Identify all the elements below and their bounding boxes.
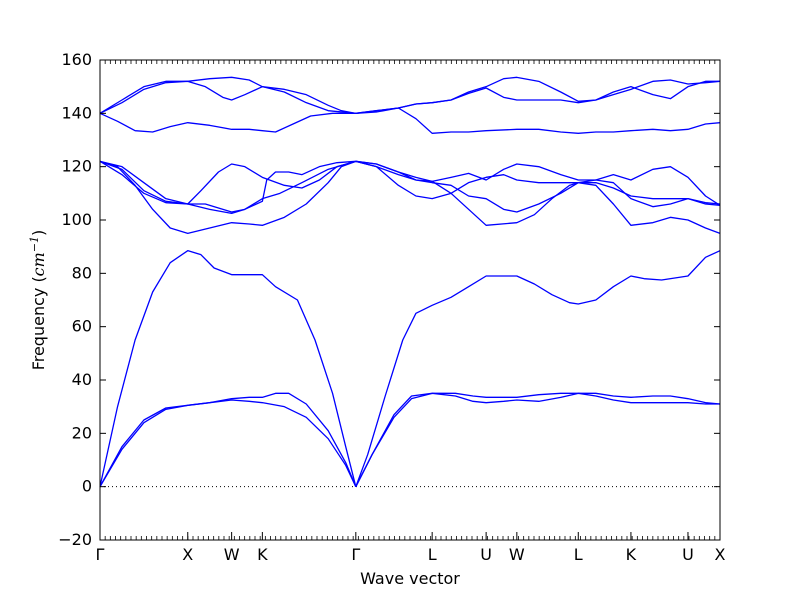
branch-line-16: [355, 107, 721, 134]
branch-line-3: [99, 250, 357, 487]
branch-line-4: [355, 250, 721, 487]
x-tick-label: W: [509, 545, 525, 564]
branch-line-8: [99, 160, 356, 214]
x-tick-label: U: [480, 545, 492, 564]
branch-line-9: [99, 160, 356, 205]
x-tick-label: K: [257, 545, 268, 564]
branch-line-2: [99, 392, 357, 487]
y-tick-label: 120: [61, 157, 92, 176]
plot-frame: [99, 59, 721, 541]
branch-line-10: [99, 160, 356, 213]
branch-line-13: [355, 160, 721, 206]
y-tick-label: 80: [72, 263, 92, 282]
branch-line-18: [99, 76, 356, 114]
x-tick-label: Γ: [351, 545, 360, 564]
y-tick-label: 100: [61, 210, 92, 229]
y-tick-label: 40: [72, 370, 92, 389]
branch-line-20: [355, 76, 721, 114]
branch-line-17: [99, 80, 356, 114]
branch-line-19: [355, 80, 720, 114]
branch-line-15: [99, 112, 356, 133]
branch-line-14: [355, 160, 721, 213]
x-tick-label: K: [626, 545, 637, 564]
branch-line-6: [355, 392, 721, 487]
branch-line-11: [355, 160, 721, 206]
branch-line-5: [355, 392, 720, 487]
y-tick-label: 140: [61, 103, 92, 122]
y-tick-label: −20: [58, 530, 92, 549]
x-tick-label: W: [224, 545, 240, 564]
y-tick-label: 20: [72, 423, 92, 442]
x-tick-label: L: [574, 545, 583, 564]
x-tick-label: Γ: [96, 545, 105, 564]
y-tick-label: 60: [72, 317, 92, 336]
y-axis-label: Frequency (cm−1): [28, 230, 48, 371]
y-tick-label: 0: [82, 477, 92, 496]
x-axis-label: Wave vector: [360, 569, 460, 588]
x-tick-label: X: [182, 545, 193, 564]
branch-line-12: [355, 160, 721, 234]
y-tick-label: 160: [61, 50, 92, 69]
branch-line-7: [99, 160, 357, 234]
x-tick-label: U: [682, 545, 694, 564]
x-tick-label: X: [715, 545, 726, 564]
x-tick-label: L: [428, 545, 437, 564]
branch-line-1: [99, 399, 357, 487]
